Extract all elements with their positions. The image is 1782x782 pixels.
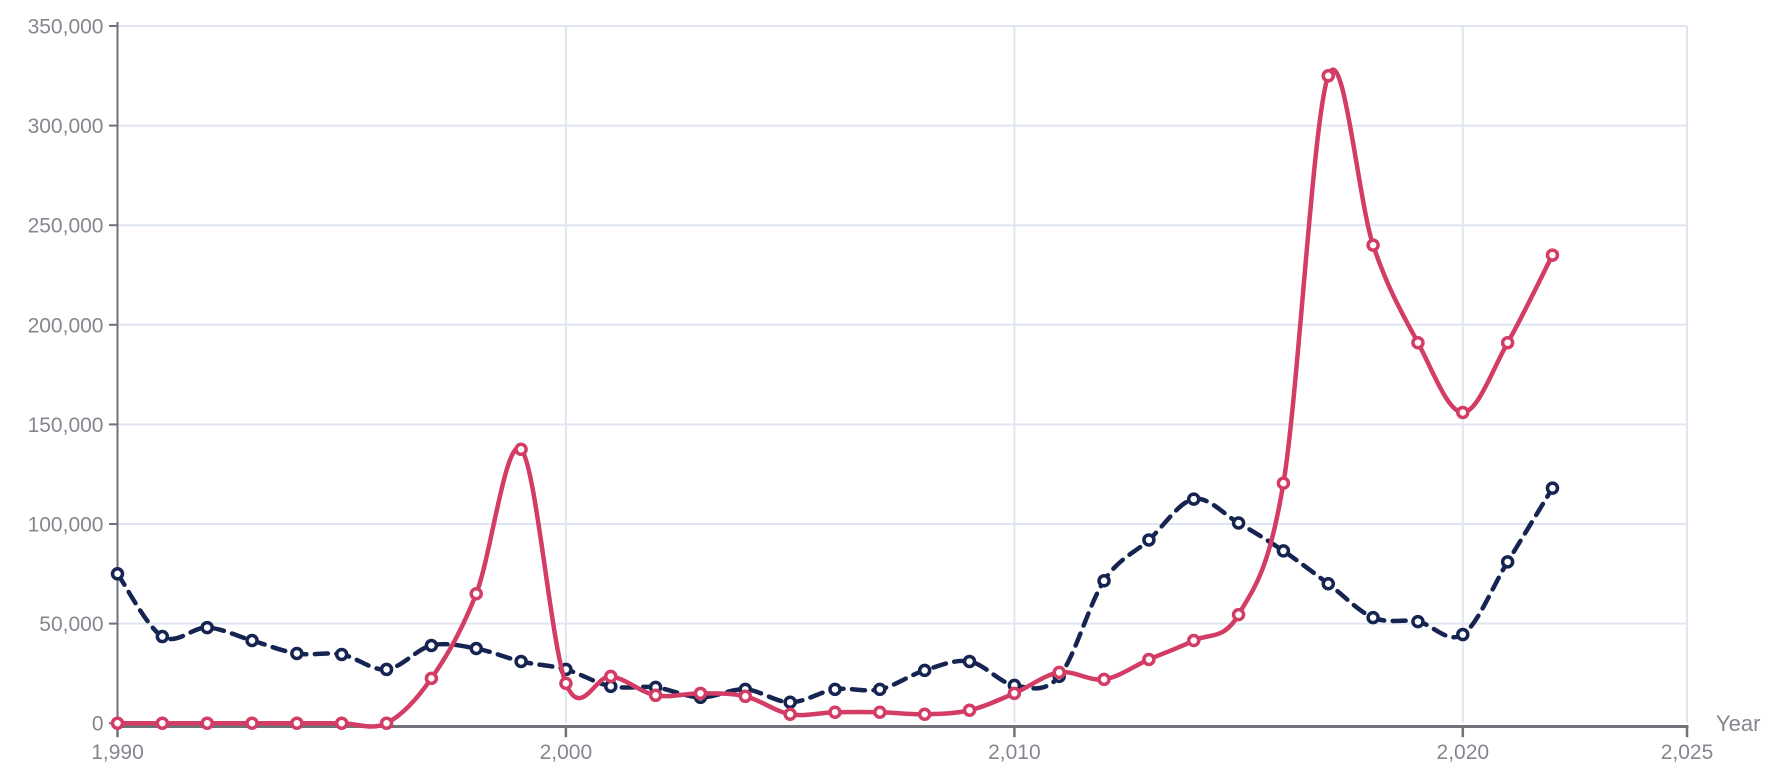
pink-solid-series-marker <box>917 707 932 721</box>
navy-dashed-series-marker <box>917 663 932 678</box>
y-tick-label: 250,000 <box>28 215 104 238</box>
pink-solid-series-marker <box>648 688 663 703</box>
navy-dashed-series-marker <box>469 641 483 656</box>
navy-dashed-series-marker <box>514 654 528 669</box>
pink-solid-series-marker <box>738 689 753 704</box>
navy-dashed-series-marker <box>1545 481 1560 495</box>
pink-solid-series-marker <box>469 586 483 601</box>
pink-solid-series-marker <box>559 676 573 691</box>
pink-solid-series-marker <box>873 705 887 719</box>
navy-dashed-series-marker <box>962 654 977 669</box>
pink-solid-series-marker <box>783 707 797 721</box>
y-tick-label: 0 <box>92 713 104 736</box>
pink-solid-series-marker <box>334 716 349 730</box>
pink-solid-series-marker <box>1545 248 1560 262</box>
pink-solid-series-marker <box>245 716 259 730</box>
pink-solid-series-marker <box>1276 476 1291 490</box>
pink-solid-series-line <box>115 67 1555 729</box>
pink-solid-series-marker <box>514 442 528 457</box>
x-axis-title: Year <box>1716 711 1760 736</box>
navy-dashed-series-marker <box>1276 544 1291 558</box>
pink-solid-series-marker <box>1142 652 1156 667</box>
navy-dashed-series-marker <box>1186 492 1201 506</box>
navy-dashed-series-marker <box>1500 555 1515 569</box>
pink-solid-series-marker <box>1052 665 1066 680</box>
pink-solid-series-marker <box>1411 335 1425 350</box>
navy-dashed-series-marker <box>290 646 304 661</box>
navy-dashed-series-marker <box>828 682 842 697</box>
y-tick-label: 300,000 <box>28 115 104 138</box>
pink-solid-series-marker <box>290 716 304 730</box>
pink-solid-series-marker <box>200 716 214 730</box>
pink-solid-series-marker <box>1231 607 1246 622</box>
pink-solid-series-marker <box>1186 633 1201 648</box>
pink-solid-series-marker <box>1007 686 1022 701</box>
x-tick-label: 2,000 <box>540 741 593 764</box>
navy-dashed-series-marker <box>200 620 214 635</box>
pink-solid-series-marker <box>379 716 394 730</box>
pink-solid-series-marker <box>693 686 708 701</box>
x-tick-label: 2,020 <box>1437 741 1490 764</box>
y-tick-label: 200,000 <box>28 314 104 337</box>
navy-dashed-series-marker <box>334 647 349 662</box>
pink-solid-series-marker <box>1366 238 1380 252</box>
pink-solid-series-marker <box>1097 672 1111 687</box>
navy-dashed-series-marker <box>1456 627 1470 642</box>
navy-dashed-series-marker <box>379 662 394 677</box>
pink-solid-series-marker <box>1456 405 1470 420</box>
navy-dashed-series-marker <box>1366 610 1380 625</box>
y-tick-label: 100,000 <box>28 514 104 537</box>
navy-dashed-series-marker <box>1321 577 1336 591</box>
pink-solid-series-marker <box>110 716 125 730</box>
pink-solid-series-marker <box>1321 69 1336 83</box>
navy-dashed-series-marker <box>1097 574 1111 588</box>
pink-solid-series-marker <box>828 705 842 719</box>
x-tick-label: 2,010 <box>988 741 1041 764</box>
pink-solid-series-marker <box>424 671 439 686</box>
y-tick-label: 350,000 <box>28 16 104 39</box>
navy-dashed-series-marker <box>1142 533 1156 547</box>
navy-dashed-series-line <box>115 485 1555 705</box>
pink-solid-series-marker <box>1500 335 1515 350</box>
y-tick-label: 50,000 <box>39 613 103 636</box>
pink-solid-series-marker <box>604 669 618 684</box>
navy-dashed-series-marker <box>110 567 125 581</box>
navy-dashed-series-marker <box>155 629 170 644</box>
navy-dashed-series-marker <box>783 695 797 710</box>
pink-solid-series-marker <box>155 716 170 730</box>
y-tick-label: 150,000 <box>28 414 104 437</box>
pink-solid-series-marker <box>962 703 977 717</box>
navy-dashed-series-marker <box>873 682 887 697</box>
x-tick-label: 1,990 <box>91 741 144 764</box>
navy-dashed-series-marker <box>424 638 439 653</box>
navy-dashed-series-marker <box>1411 614 1425 629</box>
x-tick-label: 2,025 <box>1661 741 1714 764</box>
navy-dashed-series-marker <box>245 633 259 648</box>
navy-dashed-series-marker <box>1231 516 1246 530</box>
